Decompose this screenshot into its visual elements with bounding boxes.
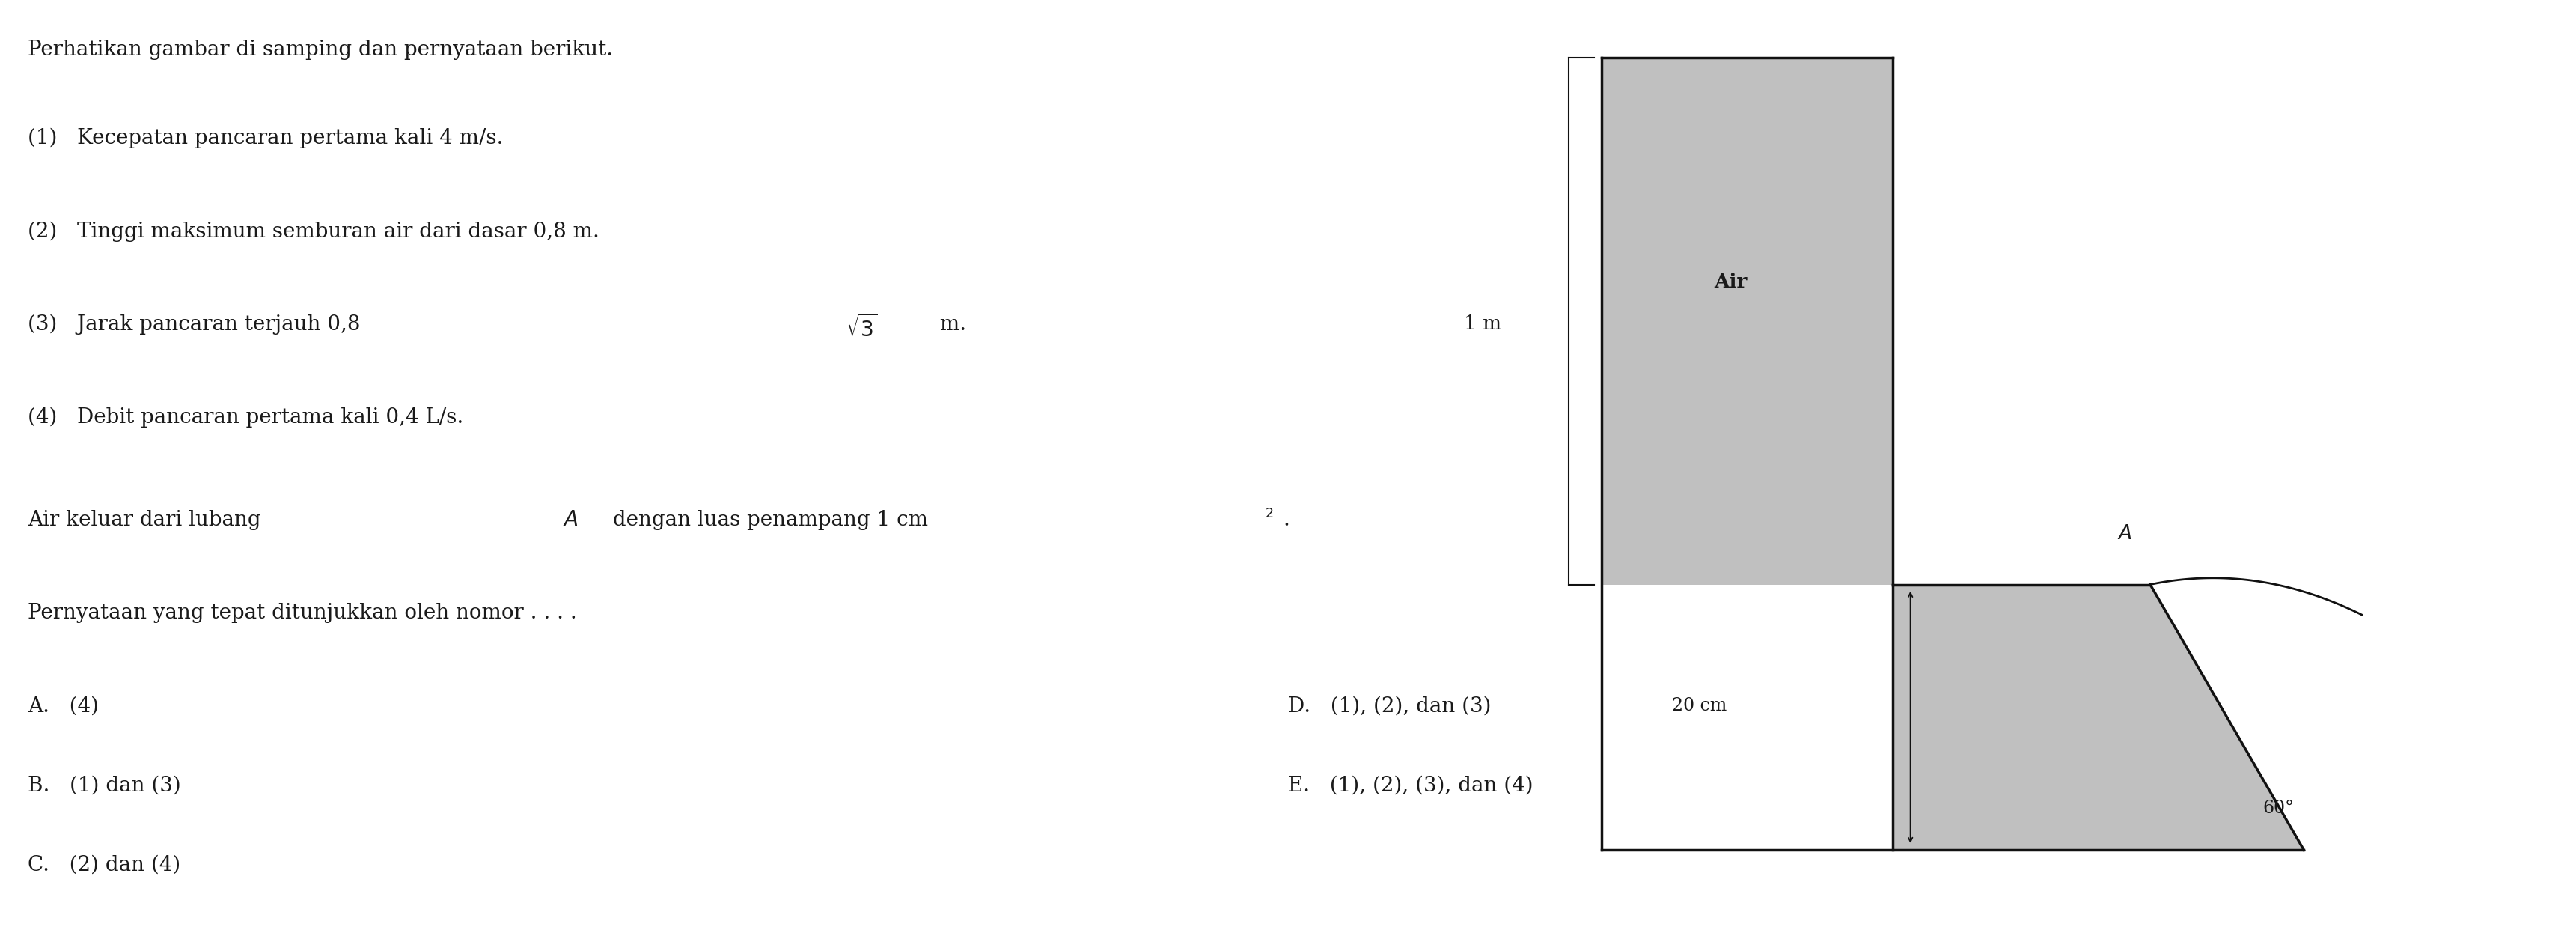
Text: (4)   Debit pancaran pertama kali 0,4 L/s.: (4) Debit pancaran pertama kali 0,4 L/s.	[28, 407, 464, 428]
Text: Perhatikan gambar di samping dan pernyataan berikut.: Perhatikan gambar di samping dan pernyat…	[28, 39, 613, 60]
Text: m.: m.	[933, 314, 966, 334]
Polygon shape	[1602, 58, 1893, 584]
Text: (3)   Jarak pancaran terjauh 0,8: (3) Jarak pancaran terjauh 0,8	[28, 314, 361, 335]
Text: dengan luas penampang 1 cm: dengan luas penampang 1 cm	[605, 510, 927, 530]
Text: $A$: $A$	[2117, 524, 2133, 543]
Text: Air keluar dari lubang: Air keluar dari lubang	[28, 510, 268, 530]
Text: Air: Air	[1713, 272, 1747, 291]
Text: B.   (1) dan (3): B. (1) dan (3)	[28, 776, 180, 796]
Text: (1)   Kecepatan pancaran pertama kali 4 m/s.: (1) Kecepatan pancaran pertama kali 4 m/…	[28, 128, 502, 149]
Text: (2)   Tinggi maksimum semburan air dari dasar 0,8 m.: (2) Tinggi maksimum semburan air dari da…	[28, 221, 600, 241]
Text: .: .	[1283, 510, 1291, 530]
Text: 60°: 60°	[2262, 799, 2293, 817]
Text: A.   (4): A. (4)	[28, 696, 98, 717]
Text: 1 m: 1 m	[1463, 314, 1502, 333]
Text: $\sqrt{3}$: $\sqrt{3}$	[845, 314, 878, 341]
Text: $^{2}$: $^{2}$	[1265, 510, 1273, 527]
Text: D.   (1), (2), dan (3): D. (1), (2), dan (3)	[1288, 696, 1492, 717]
Text: E.   (1), (2), (3), dan (4): E. (1), (2), (3), dan (4)	[1288, 776, 1533, 796]
Text: 20 cm: 20 cm	[1672, 697, 1726, 714]
Text: $A$: $A$	[562, 510, 577, 530]
Text: C.   (2) dan (4): C. (2) dan (4)	[28, 855, 180, 875]
Polygon shape	[1602, 584, 2303, 850]
Text: Pernyataan yang tepat ditunjukkan oleh nomor . . . .: Pernyataan yang tepat ditunjukkan oleh n…	[28, 603, 577, 623]
